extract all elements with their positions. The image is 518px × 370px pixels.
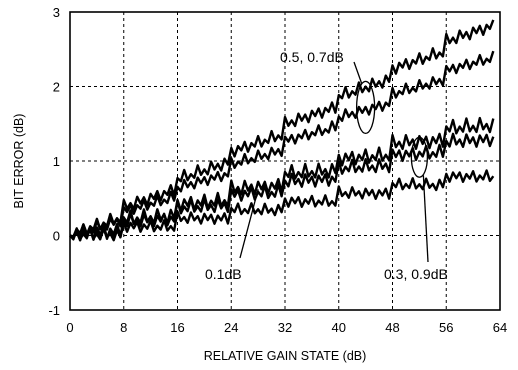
series-line-4 <box>69 132 495 242</box>
x-tick-label: 8 <box>120 320 127 335</box>
x-tick-label: 0 <box>66 320 73 335</box>
series-line-2 <box>69 50 495 240</box>
annotation-leader <box>239 189 259 259</box>
y-tick-label: 0 <box>53 229 60 244</box>
annotation-ellipse <box>355 80 376 135</box>
x-tick-labels: 0 8 16 24 32 40 48 56 64 <box>66 320 507 335</box>
y-tick-label: -1 <box>48 303 60 318</box>
annotations: 0.5, 0.7dB 0.1dB 0.3, 0.9dB <box>205 49 448 282</box>
annotation-leader <box>422 175 429 263</box>
annotation-label: 0.1dB <box>205 266 242 282</box>
y-tick-label: 3 <box>53 5 60 20</box>
x-tick-label: 32 <box>278 320 292 335</box>
y-axis-title: BIT ERROR (dB) <box>12 114 26 209</box>
x-axis-title: RELATIVE GAIN STATE (dB) <box>204 349 367 363</box>
series-lines <box>69 19 495 242</box>
series-line-1 <box>69 19 495 241</box>
x-tick-label: 48 <box>385 320 399 335</box>
annotation-leader <box>353 61 363 84</box>
x-tick-label: 16 <box>170 320 184 335</box>
x-tick-label: 56 <box>439 320 453 335</box>
x-tick-label: 24 <box>224 320 238 335</box>
y-tick-labels: -1 0 1 2 3 <box>48 5 60 318</box>
series-line-5 <box>69 169 495 242</box>
plot-frame <box>69 11 501 311</box>
annotation-label: 0.3, 0.9dB <box>384 266 448 282</box>
annotation-ellipse <box>410 136 429 178</box>
x-tick-label: 40 <box>332 320 346 335</box>
y-tick-label: 1 <box>53 154 60 169</box>
y-tick-label: 2 <box>53 80 60 95</box>
x-tick-label: 64 <box>493 320 507 335</box>
annotation-label: 0.5, 0.7dB <box>280 49 344 65</box>
grid-lines <box>70 12 500 310</box>
